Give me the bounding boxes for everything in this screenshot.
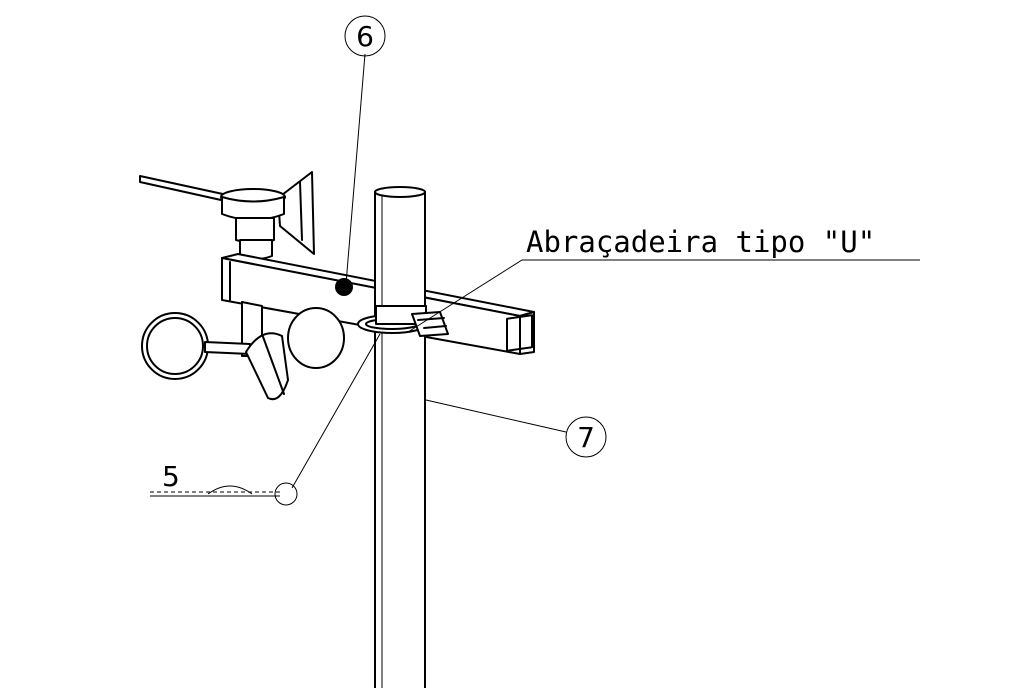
callout-bubble-6: 6 bbox=[344, 15, 386, 57]
callout-detail-5: 5 bbox=[162, 460, 298, 506]
callout-7-text: 7 bbox=[577, 421, 595, 454]
bolt-dot bbox=[335, 278, 353, 296]
callout-5-text: 5 bbox=[162, 460, 180, 493]
anemometer bbox=[141, 301, 345, 401]
callout-bubble-7: 7 bbox=[565, 416, 607, 458]
callout-6-text: 6 bbox=[356, 20, 374, 53]
clamp-label: Abraçadeira tipo "U" bbox=[526, 225, 875, 259]
leader-lines bbox=[150, 53, 920, 497]
wind-vane bbox=[139, 171, 315, 260]
pole bbox=[374, 186, 426, 688]
u-clamp bbox=[357, 305, 449, 337]
